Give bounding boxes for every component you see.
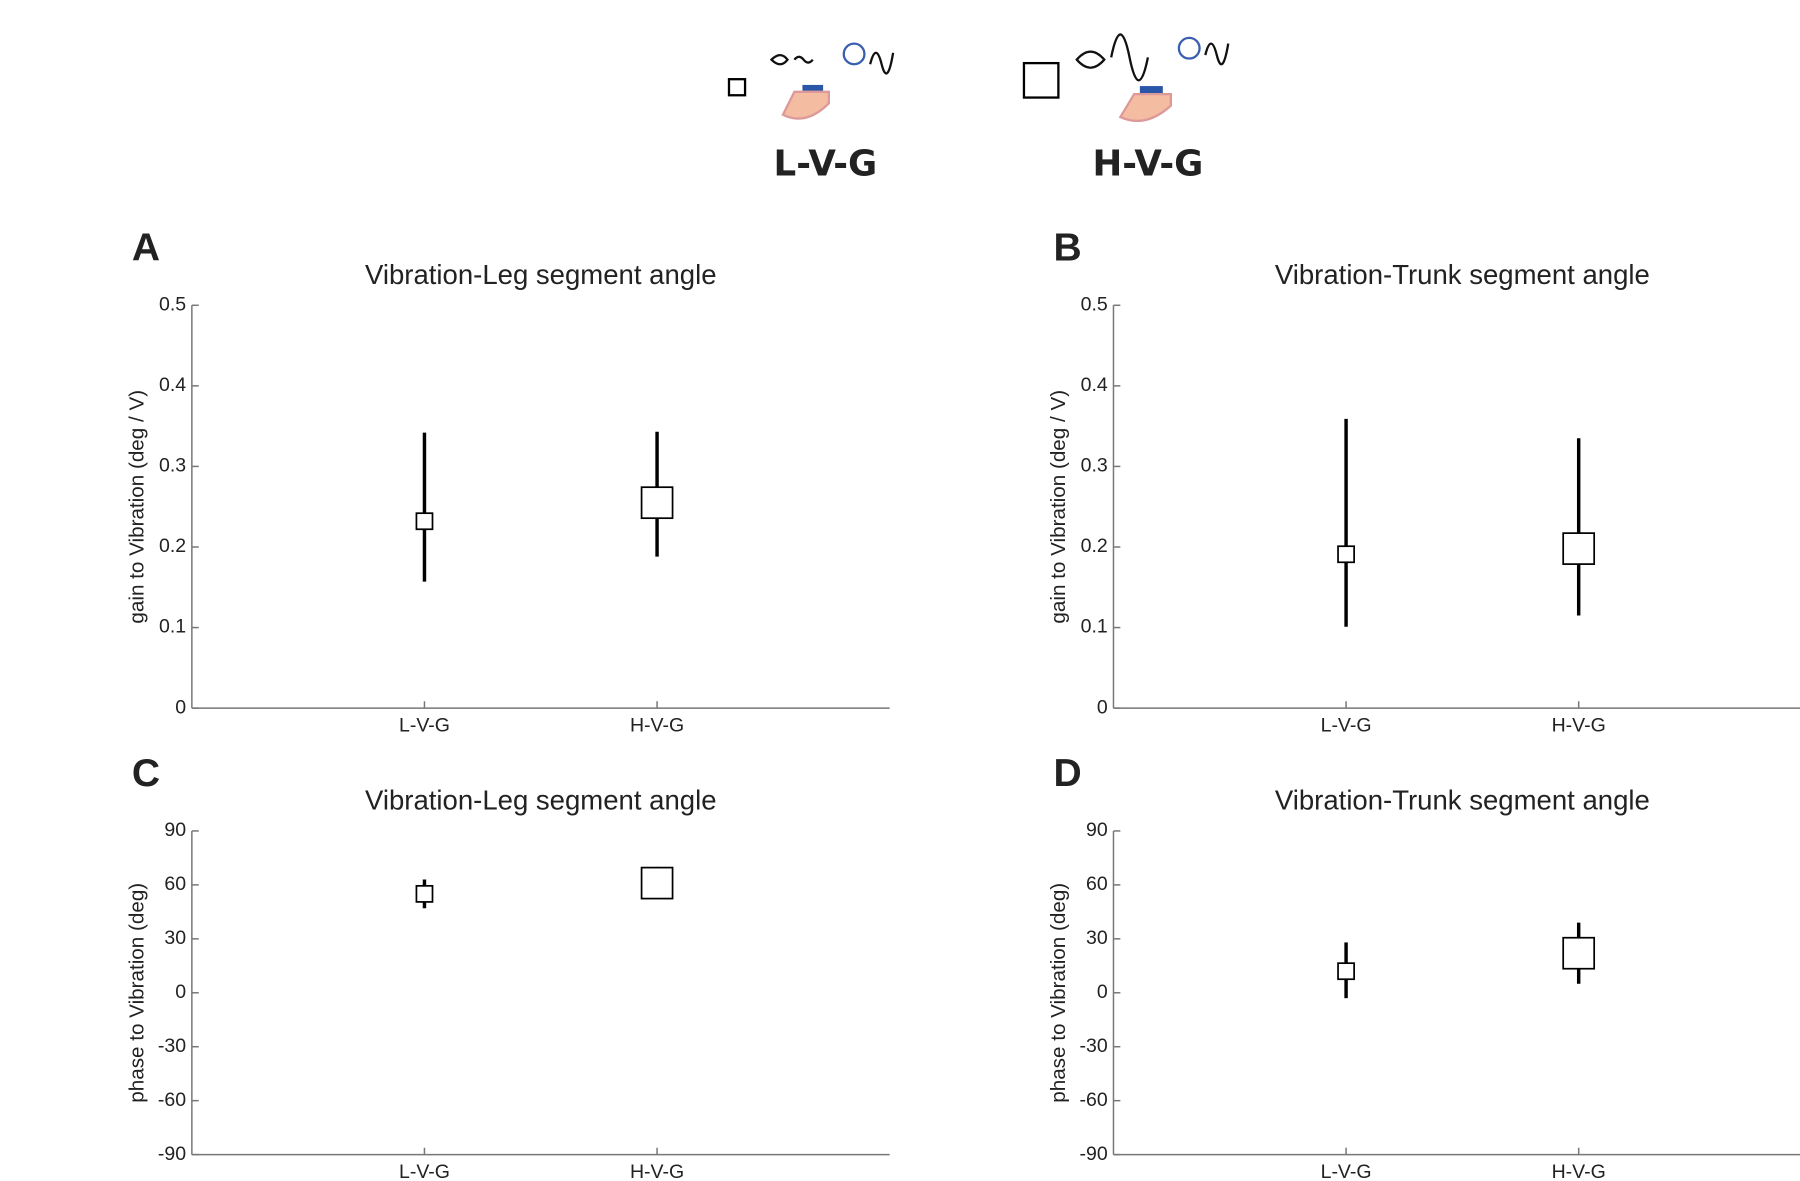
y-axis-label: phase to Vibration (deg): [1047, 883, 1070, 1103]
x-tick-label: L-V-G: [399, 715, 450, 737]
y-tick-label: -90: [1080, 1143, 1108, 1165]
y-tick-label: 0.5: [1081, 293, 1108, 315]
legend-icons: [769, 33, 1230, 122]
y-tick-label: -30: [1080, 1035, 1108, 1057]
panel-label: B: [1053, 227, 1081, 270]
x-tick-label: H-V-G: [1552, 1161, 1606, 1181]
legend-label: H-V-G: [1092, 143, 1203, 184]
y-tick-label: -90: [158, 1143, 186, 1165]
y-tick-label: 30: [1086, 927, 1108, 949]
y-tick-label: 0.4: [159, 374, 186, 396]
legend-label: L-V-G: [774, 143, 878, 184]
y-tick-label: 0.2: [159, 535, 186, 557]
y-tick-label: 0.1: [159, 616, 186, 638]
x-tick-label: H-V-G: [630, 1161, 684, 1181]
x-tick-label: H-V-G: [1552, 715, 1606, 737]
marker: [415, 512, 434, 531]
y-tick-label: 0: [175, 696, 186, 718]
legend-marker: [727, 78, 747, 97]
y-tick-label: -30: [158, 1035, 186, 1057]
chart-title: Vibration-Trunk segment angle: [1275, 259, 1650, 290]
panel-label: A: [132, 227, 160, 270]
y-tick-label: 0: [1097, 696, 1108, 718]
y-tick-label: 30: [164, 927, 186, 949]
y-axis-label: gain to Vibration (deg / V): [125, 390, 148, 624]
marker: [1562, 936, 1596, 970]
y-tick-label: 0: [1097, 981, 1108, 1003]
panel-label: D: [1053, 752, 1081, 795]
y-tick-label: 90: [1086, 819, 1108, 841]
chart-title: Vibration-Trunk segment angle: [1275, 785, 1650, 816]
chart-title: Vibration-Leg segment angle: [365, 259, 717, 290]
marker: [640, 486, 674, 520]
marker: [640, 866, 674, 900]
chart-title: Vibration-Leg segment angle: [365, 785, 717, 816]
y-tick-label: 0: [175, 981, 186, 1003]
y-tick-label: 0.2: [1081, 535, 1108, 557]
y-tick-label: 0.3: [159, 455, 186, 477]
x-tick-label: H-V-G: [630, 715, 684, 737]
y-axis-label: gain to Vibration (deg / V): [1047, 390, 1070, 624]
legend-marker: [1022, 61, 1060, 99]
x-tick-label: L-V-G: [1321, 715, 1372, 737]
marker: [1337, 962, 1355, 981]
marker: [1562, 532, 1596, 565]
y-tick-label: -60: [1080, 1089, 1108, 1111]
marker: [415, 884, 434, 903]
y-tick-label: 60: [1086, 873, 1108, 895]
y-tick-label: 60: [164, 873, 186, 895]
y-tick-label: -60: [158, 1089, 186, 1111]
y-tick-label: 0.3: [1081, 455, 1108, 477]
y-tick-label: 0.1: [1081, 616, 1108, 638]
y-axis-label: phase to Vibration (deg): [125, 883, 148, 1103]
y-tick-label: 90: [164, 819, 186, 841]
marker: [1337, 545, 1355, 564]
y-tick-label: 0.5: [159, 293, 186, 315]
y-tick-label: 0.4: [1081, 374, 1108, 396]
x-tick-label: L-V-G: [1321, 1161, 1372, 1181]
panel-label: C: [132, 752, 160, 795]
x-tick-label: L-V-G: [399, 1161, 450, 1181]
